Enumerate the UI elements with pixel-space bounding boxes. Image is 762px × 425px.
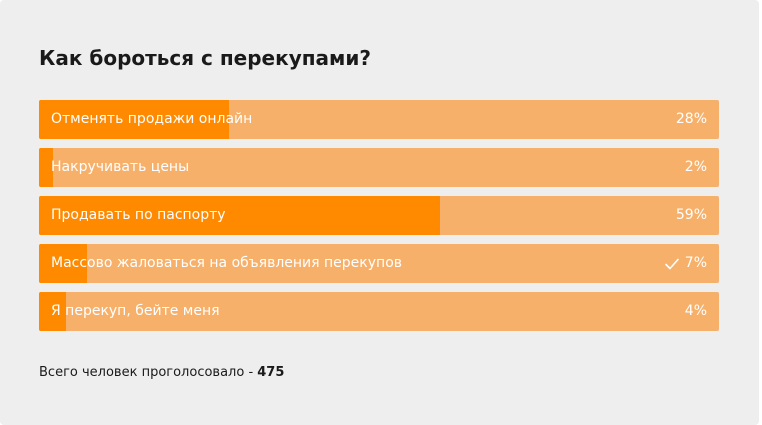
poll-option-label: Продавать по паспорту bbox=[51, 207, 226, 223]
poll-option-label: Я перекуп, бейте меня bbox=[51, 303, 220, 319]
poll-option-label: Отменять продажи онлайн bbox=[51, 111, 253, 127]
poll-option-fill bbox=[39, 196, 441, 235]
poll-option-result: 4% bbox=[685, 292, 707, 331]
poll-option-result: 7% bbox=[664, 244, 707, 283]
poll-option-percent: 7% bbox=[684, 255, 707, 271]
poll-option-fill bbox=[39, 244, 87, 283]
poll-options: Отменять продажи онлайн 28% Накручивать … bbox=[39, 100, 719, 340]
poll-option-percent: 2% bbox=[684, 159, 707, 175]
poll-option-result: 59% bbox=[676, 196, 707, 235]
poll-option-percent: 4% bbox=[684, 303, 707, 319]
poll-option-1[interactable]: Отменять продажи онлайн 28% bbox=[39, 100, 719, 139]
poll-option-fill bbox=[39, 100, 230, 139]
poll-option-2[interactable]: Накручивать цены 2% bbox=[39, 148, 719, 187]
poll-option-result: 28% bbox=[676, 100, 707, 139]
poll-option-percent: 28% bbox=[675, 111, 707, 127]
vote-total-count: 475 bbox=[257, 365, 285, 380]
poll-option-fill bbox=[39, 148, 53, 187]
poll-option-fill bbox=[39, 292, 67, 331]
vote-total-label: Всего человек проголосовало - bbox=[39, 365, 258, 380]
poll-option-5[interactable]: Я перекуп, бейте меня 4% bbox=[39, 292, 719, 331]
check-icon bbox=[664, 258, 679, 270]
poll-option-percent: 59% bbox=[675, 207, 707, 223]
poll-title: Как бороться с перекупами? bbox=[39, 46, 372, 70]
poll-option-label: Накручивать цены bbox=[51, 159, 190, 175]
poll-option-3[interactable]: Продавать по паспорту 59% bbox=[39, 196, 719, 235]
poll-option-4[interactable]: Массово жаловаться на объявления перекуп… bbox=[39, 244, 719, 283]
vote-total: Всего человек проголосовало - 475 bbox=[39, 363, 284, 383]
poll-option-label: Массово жаловаться на объявления перекуп… bbox=[51, 255, 403, 271]
poll-option-result: 2% bbox=[685, 148, 707, 187]
